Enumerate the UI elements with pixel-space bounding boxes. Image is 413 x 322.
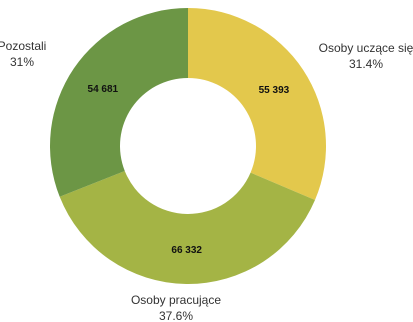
name-label-osoby-uczace-sie: Osoby uczące się	[319, 41, 413, 55]
donut-slices	[49, 8, 326, 285]
name-label-osoby-pracujace: Osoby pracujące	[131, 293, 221, 307]
percent-label-osoby-pracujace: 37.6%	[159, 309, 193, 322]
value-label-osoby-pracujace: 66 332	[171, 245, 202, 256]
donut-labels: 55 393 Osoby uczące się 31.4% 66 332 Osoby p…	[0, 39, 413, 322]
slice-osoby-pracujace	[59, 171, 315, 285]
percent-label-osoby-uczace-sie: 31.4%	[349, 57, 383, 71]
percent-label-pozostali: 31%	[10, 55, 34, 69]
slice-osoby-uczace-sie	[188, 8, 326, 201]
value-label-pozostali: 54 681	[88, 84, 119, 95]
name-label-pozostali: Pozostali	[0, 39, 46, 53]
slice-pozostali	[49, 8, 189, 197]
value-label-osoby-uczace-sie: 55 393	[259, 85, 290, 96]
